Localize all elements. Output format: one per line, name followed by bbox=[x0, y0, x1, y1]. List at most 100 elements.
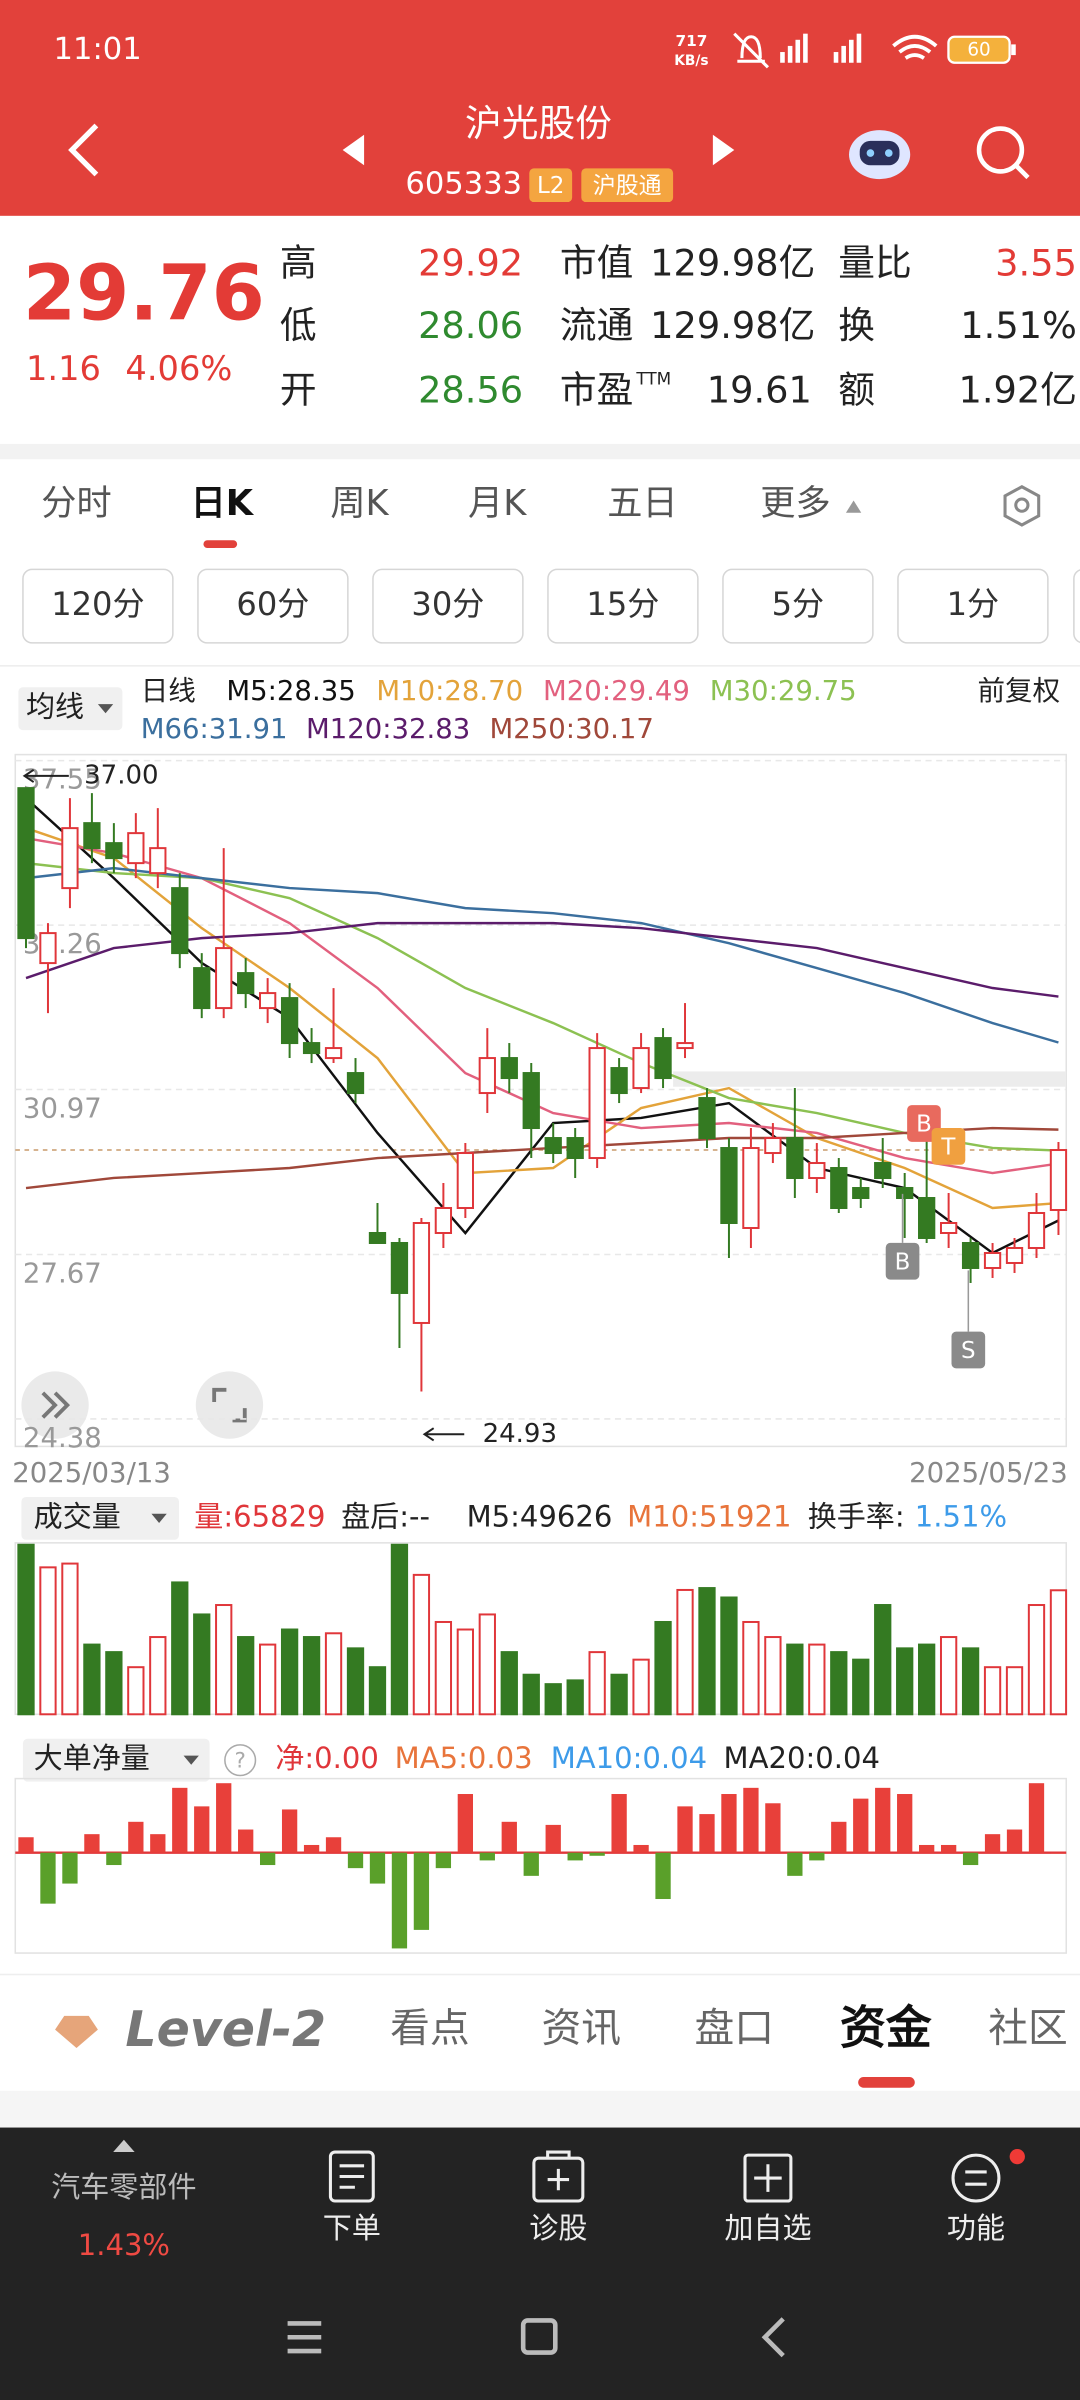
candle-body bbox=[742, 1147, 760, 1229]
volume-bar bbox=[193, 1613, 211, 1716]
nav-item[interactable]: 诊股 bbox=[529, 2211, 587, 2245]
bottom-tab[interactable]: 资金 bbox=[840, 2001, 933, 2055]
search-button[interactable] bbox=[976, 126, 1030, 180]
flow-bar bbox=[413, 1852, 430, 1930]
flow-bar bbox=[369, 1852, 386, 1884]
prev-stock[interactable] bbox=[342, 134, 365, 166]
trade-marker-label: B bbox=[895, 1249, 911, 1275]
period-label[interactable]: 1分 bbox=[947, 585, 1000, 623]
flow-bar bbox=[216, 1783, 232, 1853]
level2-brand[interactable]: Level-2 bbox=[125, 2001, 326, 2058]
back-button[interactable] bbox=[68, 123, 99, 177]
indicator-button[interactable]: 均线 bbox=[26, 690, 84, 724]
tab-indicator bbox=[203, 540, 238, 548]
indicator-button-bg[interactable] bbox=[18, 687, 123, 731]
badge-bg bbox=[581, 168, 674, 203]
stock-name: 沪光股份 bbox=[465, 102, 612, 145]
system-nav[interactable] bbox=[287, 2317, 785, 2358]
nav-item[interactable]: 功能 bbox=[947, 2211, 1005, 2245]
volume-bar bbox=[280, 1628, 299, 1716]
candle-body bbox=[83, 822, 101, 850]
candle-body bbox=[720, 1147, 738, 1224]
candle-body bbox=[390, 1241, 409, 1294]
volume-bar bbox=[983, 1666, 1002, 1716]
candle-body bbox=[918, 1197, 936, 1239]
tab[interactable]: 五日 bbox=[607, 483, 677, 524]
nav-item[interactable]: 加自选 bbox=[724, 2211, 811, 2245]
expand-button[interactable] bbox=[21, 1371, 89, 1439]
tab[interactable]: 月K bbox=[468, 483, 527, 524]
period-button[interactable] bbox=[897, 568, 1049, 644]
bottom-tab[interactable]: 盘口 bbox=[695, 2006, 775, 2052]
flow-bar bbox=[721, 1794, 737, 1853]
nav-item[interactable]: 下单 bbox=[323, 2211, 381, 2245]
candle-body bbox=[1027, 1212, 1046, 1249]
period-button[interactable] bbox=[22, 568, 174, 644]
volume-button[interactable]: 成交量 bbox=[34, 1499, 121, 1533]
tab[interactable]: 周K bbox=[330, 483, 389, 524]
flow-button[interactable]: 大单净量 bbox=[34, 1741, 150, 1775]
period-label[interactable]: 15分 bbox=[586, 585, 659, 623]
volume-bar bbox=[698, 1587, 716, 1716]
trade-marker-label: T bbox=[940, 1134, 956, 1160]
bottom-nav-bg bbox=[0, 2127, 1080, 2400]
candle-body bbox=[478, 1057, 496, 1095]
bottom-tab[interactable]: 看点 bbox=[390, 2006, 470, 2052]
stat-label: 量比 bbox=[838, 241, 911, 284]
period-label[interactable]: 30分 bbox=[411, 585, 484, 623]
x-label: 2025/03/13 bbox=[12, 1457, 171, 1489]
sector-name[interactable]: 汽车零部件 bbox=[51, 2170, 196, 2204]
y-tick-label: 27.67 bbox=[23, 1257, 102, 1289]
flow-bar bbox=[743, 1787, 759, 1853]
period-button[interactable] bbox=[372, 568, 524, 644]
bottom-tab[interactable]: 资讯 bbox=[542, 2006, 622, 2052]
volume-bar bbox=[786, 1643, 804, 1716]
candle-body bbox=[896, 1187, 914, 1200]
volume-bar bbox=[1027, 1604, 1046, 1716]
tab[interactable]: 更多 bbox=[760, 483, 830, 524]
adjust-mode[interactable]: 前复权 bbox=[978, 675, 1061, 707]
flow-bar bbox=[787, 1852, 803, 1876]
next-stock[interactable] bbox=[712, 134, 735, 166]
period-label[interactable]: 5分 bbox=[772, 585, 825, 623]
flow-button-bg[interactable] bbox=[22, 1738, 210, 1782]
stat-value: 28.06 bbox=[418, 304, 523, 347]
ma-line bbox=[25, 797, 1059, 1255]
period-label[interactable]: 60分 bbox=[236, 585, 309, 623]
net-speed: 717 bbox=[675, 32, 707, 50]
flow-bar bbox=[655, 1852, 671, 1900]
assistant-icon[interactable] bbox=[849, 130, 911, 180]
flow-bar bbox=[545, 1824, 561, 1853]
divider bbox=[0, 443, 1080, 460]
candle-body bbox=[280, 997, 299, 1045]
fullscreen-button[interactable] bbox=[195, 1371, 264, 1439]
flow-bar bbox=[589, 1852, 605, 1856]
trade-marker bbox=[931, 1128, 966, 1165]
y-tick-label: 34.26 bbox=[23, 928, 102, 960]
chart-frame bbox=[14, 753, 1067, 1448]
volume-bar bbox=[654, 1620, 672, 1716]
ma-line bbox=[25, 921, 1059, 998]
settings-icon[interactable] bbox=[1003, 484, 1041, 527]
flow-bar bbox=[940, 1844, 957, 1853]
help-text: ? bbox=[234, 1749, 245, 1774]
price-band bbox=[673, 1071, 1067, 1087]
volume-bar bbox=[478, 1613, 496, 1716]
period-button[interactable] bbox=[197, 568, 349, 644]
volume-bar bbox=[105, 1651, 123, 1716]
volume-button-bg[interactable] bbox=[21, 1496, 179, 1540]
tab[interactable]: 日K bbox=[191, 483, 255, 524]
stat-value: 19.61 bbox=[707, 368, 812, 411]
bottom-tab[interactable]: 社区 bbox=[988, 2006, 1068, 2052]
help-icon[interactable] bbox=[224, 1744, 257, 1777]
period-label[interactable]: 120分 bbox=[51, 585, 144, 623]
tab[interactable]: 分时 bbox=[41, 483, 111, 524]
flow-bar bbox=[875, 1787, 891, 1853]
period-button-partial[interactable] bbox=[1073, 569, 1080, 644]
period-button[interactable] bbox=[722, 568, 874, 644]
ma-legend: M10:28.70 bbox=[376, 675, 523, 707]
volume-bar bbox=[171, 1581, 189, 1716]
period-button[interactable] bbox=[547, 568, 699, 644]
spacer bbox=[0, 2090, 1080, 2128]
